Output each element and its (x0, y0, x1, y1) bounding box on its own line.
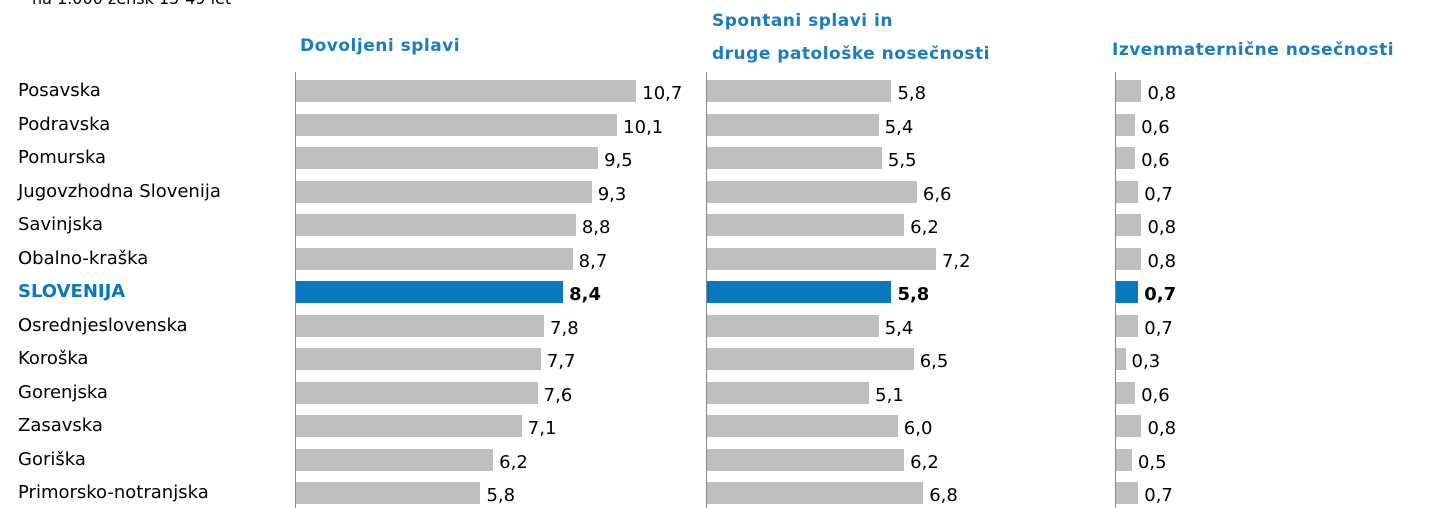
axis-line (295, 72, 296, 508)
bar (1116, 147, 1136, 169)
bar (296, 214, 576, 236)
category-label: Savinjska (18, 214, 104, 235)
value-label: 7,8 (550, 317, 579, 339)
value-label: 0,7 (1144, 183, 1173, 205)
value-label: 7,1 (527, 418, 557, 439)
category-label: Jugovzhodna Slovenija (18, 180, 221, 202)
bar (707, 247, 936, 270)
bar (1116, 80, 1142, 102)
bar (296, 113, 618, 136)
bar (296, 482, 481, 504)
value-label: 10,7 (642, 83, 683, 104)
value-label: 0,7 (1144, 485, 1173, 506)
bar (707, 147, 882, 169)
bar (707, 80, 892, 102)
bar (1116, 348, 1126, 370)
value-label: 6,2 (499, 451, 528, 473)
category-label: Gorenjska (18, 381, 108, 403)
value-label: 0,3 (1131, 351, 1161, 372)
bar (296, 281, 564, 303)
bar (707, 314, 879, 337)
value-label: 7,7 (546, 351, 576, 372)
bar (1116, 448, 1132, 471)
value-label: 9,3 (597, 183, 627, 205)
value-label: 5,4 (884, 317, 914, 339)
category-label: Osrednjeslovenska (18, 314, 188, 336)
value-label: 0,6 (1141, 150, 1170, 171)
value-label: 0,8 (1147, 217, 1177, 238)
value-label: 9,5 (604, 150, 633, 171)
bar (707, 214, 905, 236)
value-label: 0,8 (1147, 83, 1177, 104)
bar (707, 348, 914, 370)
category-label: Podravska (18, 113, 111, 135)
value-label: 0,5 (1137, 451, 1167, 473)
bar (707, 448, 905, 471)
bar (296, 80, 637, 102)
bar (1116, 314, 1139, 337)
value-label: 8,7 (578, 250, 608, 272)
bar (1116, 180, 1139, 203)
value-label: 6,2 (910, 451, 939, 473)
category-label: Koroška (18, 348, 89, 369)
bar (296, 180, 592, 203)
value-label: 7,2 (941, 250, 971, 272)
bar (296, 147, 599, 169)
value-label: 8,8 (581, 217, 611, 238)
value-label: 8,4 (569, 284, 601, 305)
value-label: 6,6 (922, 183, 952, 205)
value-label: 0,6 (1141, 116, 1170, 138)
bar (707, 415, 898, 437)
value-label: 10,1 (623, 116, 664, 138)
category-label: Primorsko-notranjska (18, 482, 209, 503)
value-label: 7,6 (543, 384, 573, 406)
axis-line (1115, 72, 1116, 508)
bar (707, 113, 879, 136)
value-label: 5,5 (887, 150, 917, 171)
value-label: 0,7 (1144, 284, 1177, 305)
category-label: Posavska (18, 80, 101, 101)
value-label: 0,7 (1144, 317, 1173, 339)
category-label: Zasavska (18, 415, 103, 436)
value-label: 6,2 (910, 217, 939, 238)
value-label: 0,6 (1141, 384, 1170, 406)
value-label: 5,8 (486, 485, 516, 506)
bar (707, 180, 917, 203)
bar (296, 415, 522, 437)
bar (1116, 214, 1142, 236)
bar (1116, 113, 1136, 136)
panel-title: Spontani splavi in druge patološke noseč… (712, 11, 991, 64)
value-label: 0,8 (1147, 250, 1177, 272)
bar (296, 348, 541, 370)
value-label: 6,0 (903, 418, 933, 439)
bar (1116, 415, 1142, 437)
value-label: 5,8 (897, 83, 927, 104)
value-label: 6,8 (929, 485, 958, 506)
value-label: 5,4 (884, 116, 914, 138)
panel-title: Dovoljeni splavi (300, 36, 461, 56)
panel-title: Izvenmaternične nosečnosti (1112, 40, 1395, 60)
bar (296, 381, 538, 404)
category-label: Obalno-kraška (18, 247, 149, 269)
bar (707, 281, 892, 303)
bar (1116, 281, 1139, 303)
bar (296, 247, 573, 270)
bar (1116, 247, 1142, 270)
axis-line (706, 72, 707, 508)
category-label: SLOVENIJA (18, 281, 126, 302)
bar (707, 381, 870, 404)
value-label: 6,5 (919, 351, 949, 372)
category-label: Goriška (18, 448, 86, 470)
subtitle: na 1.000 žensk 15-49 let (32, 0, 231, 10)
bar (1116, 482, 1139, 504)
bar (296, 314, 545, 337)
value-label: 0,8 (1147, 418, 1177, 439)
value-label: 5,8 (897, 284, 930, 305)
bar (1116, 381, 1136, 404)
value-label: 5,1 (875, 384, 904, 406)
category-label: Pomurska (18, 147, 107, 168)
bar (707, 482, 924, 504)
bar (296, 448, 494, 471)
